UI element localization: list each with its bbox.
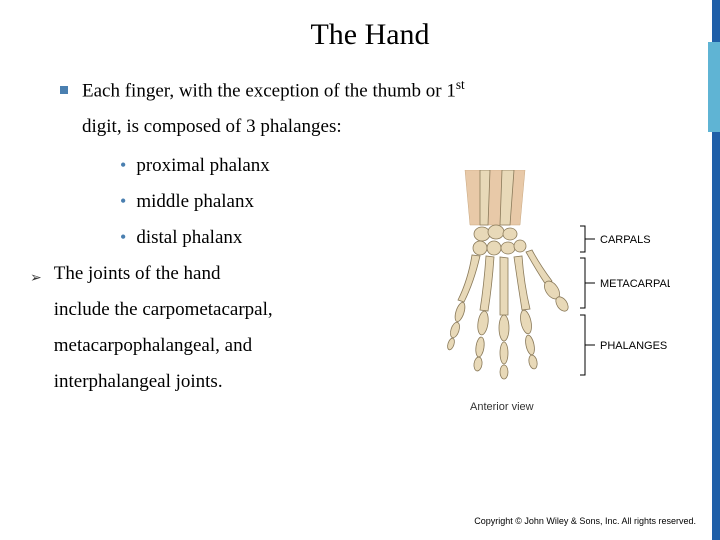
second-point-l2: include the carpometacarpal, — [54, 299, 273, 320]
figure-caption: Anterior view — [470, 401, 534, 413]
leader-lines — [580, 226, 595, 375]
sub-bullet-1-text: proximal phalanx — [136, 148, 270, 184]
main-bullet-text: Each finger, with the exception of the t… — [82, 72, 465, 146]
main-bullet-sup: st — [456, 77, 465, 92]
forearm-tissue — [465, 170, 525, 225]
main-bullet: Each finger, with the exception of the t… — [60, 72, 680, 146]
second-point-l1: The joints of the hand — [54, 263, 221, 284]
label-carpals: CARPALS — [600, 234, 651, 246]
arrow-bullet-icon: ➢ — [30, 266, 42, 293]
main-bullet-line2: digit, is composed of 3 phalanges: — [82, 116, 342, 137]
radius-bone — [480, 170, 490, 225]
dot-bullet-icon: • — [120, 148, 126, 182]
sub-bullet-3-text: distal phalanx — [136, 220, 242, 256]
sub-bullet-2-text: middle phalanx — [136, 184, 254, 220]
square-bullet-icon — [60, 86, 68, 94]
metacarpals-group — [458, 250, 552, 315]
second-point-text: The joints of the hand include the carpo… — [54, 256, 273, 400]
hand-svg: CARPALS METACARPALS PHALANGES Anterior v… — [410, 170, 670, 450]
hand-figure: CARPALS METACARPALS PHALANGES Anterior v… — [410, 170, 670, 450]
copyright-text: Copyright © John Wiley & Sons, Inc. All … — [474, 516, 696, 526]
slide-container: The Hand Each finger, with the exception… — [0, 0, 720, 540]
main-bullet-line1-pre: Each finger, with the exception of the t… — [82, 80, 456, 101]
second-point-l3: metacarpophalangeal, and — [54, 335, 252, 356]
label-phalanges: PHALANGES — [600, 340, 667, 352]
second-point-l4: interphalangeal joints. — [54, 371, 223, 392]
page-title: The Hand — [60, 18, 680, 52]
label-metacarpals: METACARPALS — [600, 278, 670, 290]
carpals-group — [473, 225, 526, 255]
dot-bullet-icon: • — [120, 184, 126, 218]
dot-bullet-icon: • — [120, 220, 126, 254]
